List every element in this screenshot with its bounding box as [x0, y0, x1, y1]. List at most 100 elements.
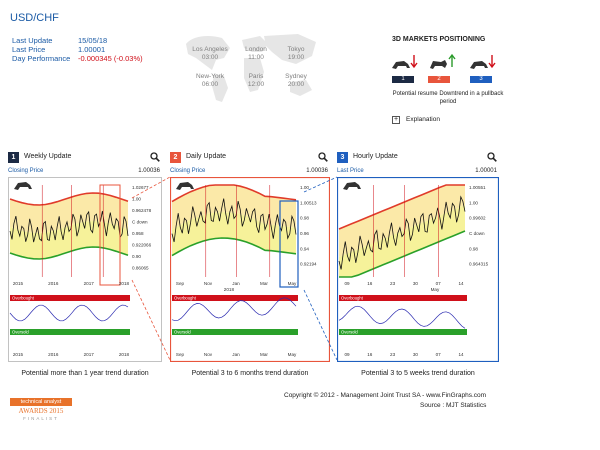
oversold-label: Oversold [341, 330, 358, 335]
positioning-box-3: 3 [470, 76, 492, 83]
x-axis-label: 30 [413, 352, 419, 357]
y-axis-label: 1.00 [469, 200, 478, 205]
y-axis-label: 0.99602 [469, 216, 486, 221]
price-chart: 1.00551 1.00 0.99602 C down 0.98 0.964315 09 09… [337, 177, 499, 362]
last-update-label: Last Update [12, 36, 53, 45]
caption-daily: Potential 3 to 6 months trend duration [191, 370, 309, 377]
x-axis-label: Mar [260, 281, 268, 286]
world-map [186, 34, 316, 102]
zoom-icon[interactable] [150, 152, 160, 162]
explanation-label[interactable]: Explanation [406, 116, 440, 123]
y-axis-label: 1.02677 [132, 185, 149, 190]
bear-icon [470, 61, 488, 69]
price-label: Closing Price [170, 168, 206, 174]
x-axis-label: 07 [436, 281, 442, 286]
y-axis-label: 0.98 [300, 216, 309, 221]
day-performance-label: Day Performance [12, 54, 71, 63]
y-axis-label: C down [469, 231, 485, 236]
y-axis-label: 0.964315 [469, 262, 489, 267]
x-axis-label: 2015 [13, 352, 24, 357]
oversold-label: Oversold [174, 330, 191, 335]
y-axis-label: 0.90 [132, 254, 141, 259]
y-axis-label: 0.96 [300, 231, 309, 236]
bear-icon [392, 61, 410, 69]
x-axis-label: 07 [436, 352, 442, 357]
x-axis-label: 16 [367, 352, 373, 357]
panel-title: Hourly Update [353, 153, 398, 160]
x-axis-label: Nov [204, 281, 213, 286]
x-axis-label: Nov [204, 352, 213, 357]
market-london: London 11:00 [245, 46, 267, 61]
x-axis-label: May [288, 352, 297, 357]
x-axis-label: 2018 [119, 352, 130, 357]
x-axis-label: 14 [458, 352, 464, 357]
y-axis-label: 1.00 [300, 185, 309, 190]
x-axis-label: 2016 [48, 352, 59, 357]
panel-number-badge: 3 [337, 152, 348, 163]
positioning-title: 3D MARKETS POSITIONING [392, 36, 486, 43]
y-axis-label: 1.00551 [469, 185, 486, 190]
panel-number-badge: 2 [170, 152, 181, 163]
x-axis-label: 14 [458, 281, 464, 286]
award-logo: technical analyst AWARDS 2015 FINALIST [10, 398, 72, 428]
y-axis-label: 0.92194 [300, 262, 317, 267]
price-chart: 1.02677 1.00 0.962478 C down 0.958 0.922066 0.… [8, 177, 162, 362]
x-axis-label: 09 [344, 352, 350, 357]
y-axis-label: 0.922066 [132, 243, 152, 248]
x-axis-label: Sep [176, 352, 185, 357]
last-price-value: 1.00001 [78, 45, 106, 54]
oversold-label: Oversold [12, 330, 29, 335]
expand-explanation-button[interactable]: + [392, 116, 400, 124]
market-tokyo: Tokyo 19:00 [287, 46, 305, 61]
panel-title: Daily Update [186, 153, 227, 160]
y-axis-label: 1.00513 [300, 200, 317, 205]
positioning-box-2: 2 [428, 76, 450, 83]
y-axis-label: 0.86065 [132, 266, 149, 271]
arrow-up-icon [448, 53, 456, 67]
x-axis-label: 23 [390, 281, 396, 286]
last-update-value: 15/05/18 [78, 36, 108, 45]
last-price-label: Last Price [12, 45, 46, 54]
x-axis-label: Jan [232, 281, 240, 286]
y-axis-label: 0.98 [469, 246, 478, 251]
caption-hourly: Potential 3 to 5 weeks trend duration [361, 370, 475, 377]
y-axis-label: C down [132, 220, 148, 225]
zoom-icon[interactable] [487, 152, 497, 162]
arrow-down-icon [488, 55, 496, 69]
price-value: 1.00036 [306, 168, 328, 174]
x-axis-label: Jan [232, 352, 240, 357]
day-performance-value: -0.000345 (-0.03%) [78, 54, 143, 63]
overbought-label: Overbought [174, 296, 197, 301]
market-new-york: New-York 06:00 [196, 73, 224, 88]
source-text: Source : MJT Statistics [420, 402, 487, 409]
copyright-text: Copyright © 2012 - Management Joint Trus… [284, 392, 487, 399]
arrow-down-icon [410, 55, 418, 69]
x-axis-sub-label: 2018 [224, 287, 235, 292]
panel-number-badge: 1 [8, 152, 19, 163]
caption-weekly: Potential more than 1 year trend duratio… [21, 370, 149, 377]
price-value: 1.00001 [475, 168, 497, 174]
price-chart: 1.00 1.00513 0.98 0.96 0.94 0.92194 Sep Sep Nov N… [170, 177, 330, 362]
x-axis-label: 2016 [48, 281, 59, 286]
zoom-icon[interactable] [318, 152, 328, 162]
x-axis-sub-label: May [431, 287, 440, 292]
y-axis-label: 0.962478 [132, 208, 152, 213]
overbought-label: Overbought [12, 296, 35, 301]
x-axis-label: 30 [413, 281, 419, 286]
x-axis-label: 2018 [119, 281, 130, 286]
panel-title: Weekly Update [24, 153, 72, 160]
x-axis-label: May [288, 281, 297, 286]
x-axis-label: 16 [367, 281, 373, 286]
positioning-box-1: 1 [392, 76, 414, 83]
y-axis-label: 1.00 [132, 197, 141, 202]
panel-weekly-update: 1 Weekly Update Closing Price 1.00036 1.0267… [8, 150, 162, 365]
x-axis-label: 09 [344, 281, 350, 286]
x-axis-label: 2015 [13, 281, 24, 286]
positioning-icons [392, 53, 496, 69]
market-los-angeles: Los Angeles 03:00 [192, 46, 228, 61]
y-axis-label: 0.94 [300, 246, 309, 251]
bull-icon [430, 60, 447, 69]
x-axis-label: 2017 [84, 352, 95, 357]
x-axis-label: 23 [390, 352, 396, 357]
pair-title: USD/CHF [10, 12, 59, 24]
